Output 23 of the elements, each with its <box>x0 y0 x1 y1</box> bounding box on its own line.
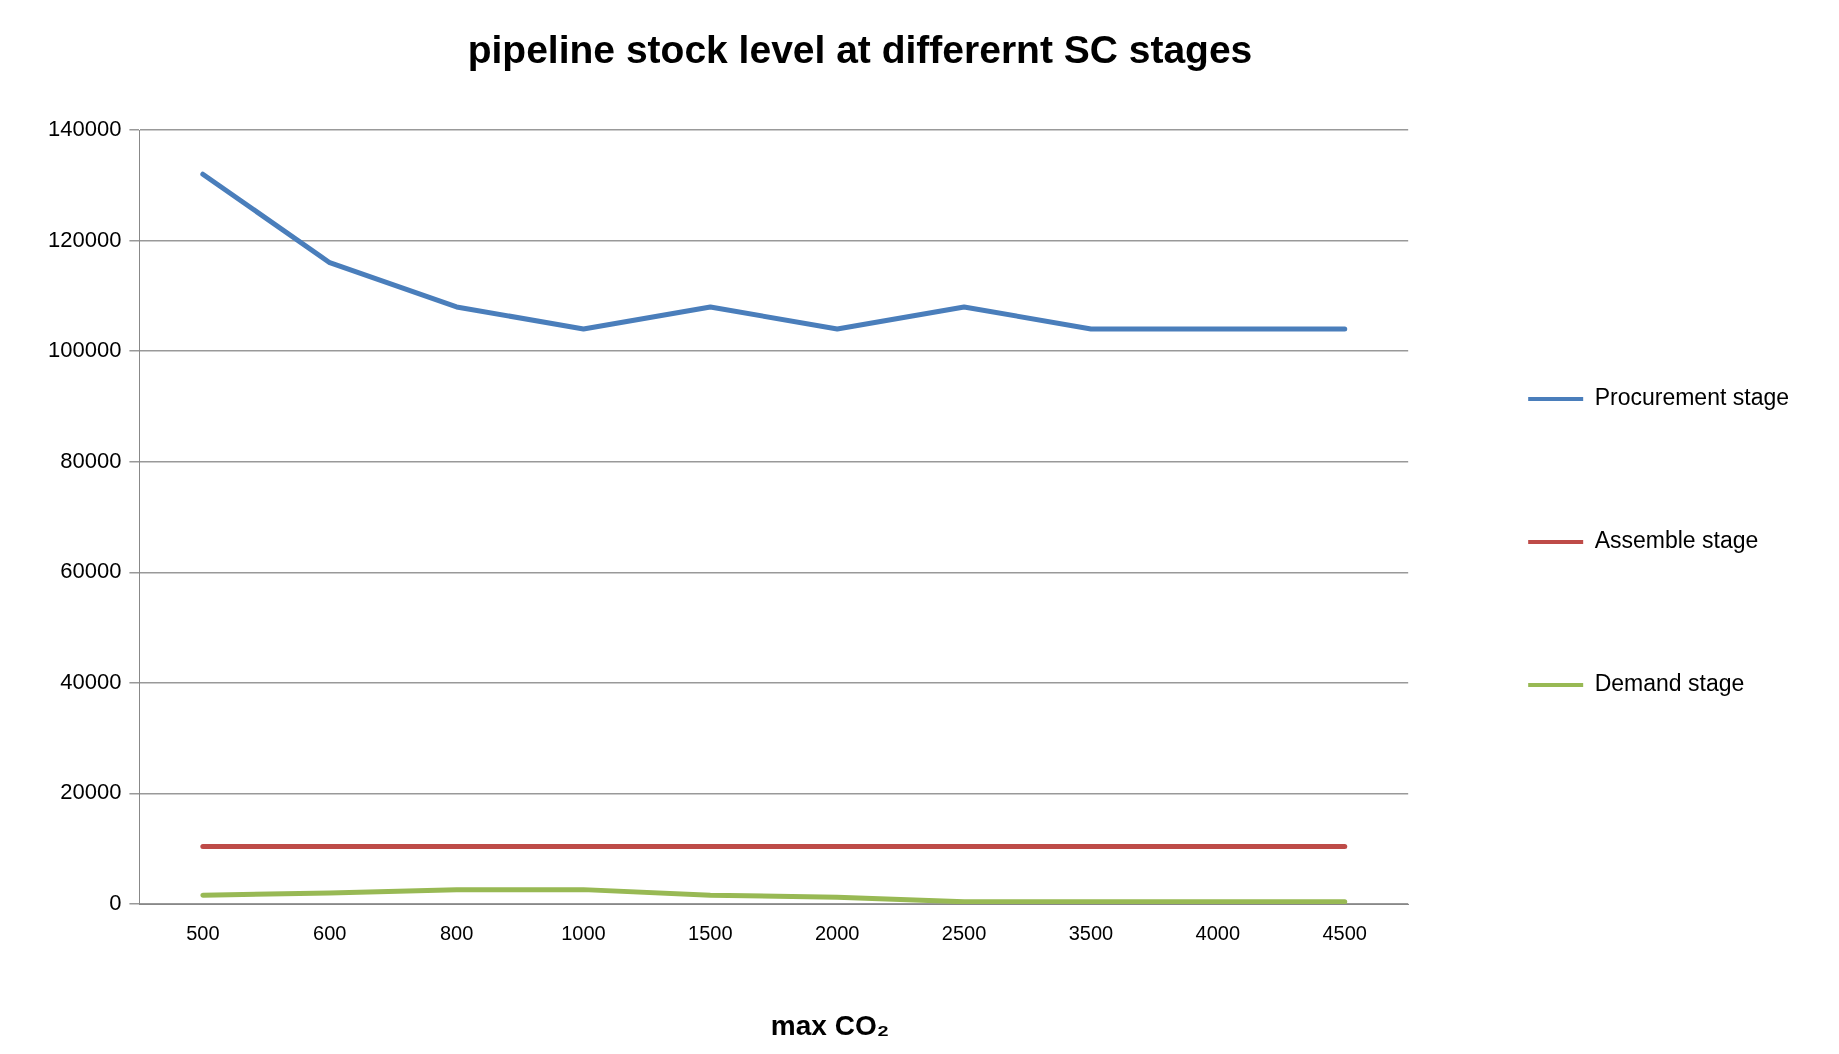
x-tick-label: 2000 <box>814 921 860 944</box>
x-tick-label: 500 <box>186 921 220 944</box>
y-tick-label: 80000 <box>60 447 122 473</box>
y-tick-label: 100000 <box>47 337 122 363</box>
x-tick-label: 4000 <box>1195 921 1241 944</box>
legend-label: Procurement stage <box>1594 384 1790 411</box>
y-tick-label: 40000 <box>60 668 122 694</box>
x-tick-label: 1500 <box>688 921 733 944</box>
y-tick-label: 120000 <box>47 226 122 252</box>
x-axis-title: max CO₂ <box>769 1010 891 1042</box>
x-tick-label: 600 <box>313 921 347 944</box>
y-tick-label: 0 <box>109 890 122 916</box>
x-tick-label: 800 <box>439 921 474 944</box>
chart-title: pipeline stock level at differernt SC stages <box>466 28 1254 72</box>
x-tick-label: 4500 <box>1322 921 1367 944</box>
x-tick-label: 1000 <box>561 921 606 944</box>
y-tick-label: 20000 <box>60 779 122 805</box>
y-tick-label: 60000 <box>60 558 122 584</box>
x-tick-label: 2500 <box>941 921 987 944</box>
legend-label: Assemble stage <box>1594 527 1759 554</box>
y-tick-label: 140000 <box>47 116 122 142</box>
legend-label: Demand stage <box>1594 670 1745 697</box>
x-tick-label: 3500 <box>1068 921 1114 944</box>
